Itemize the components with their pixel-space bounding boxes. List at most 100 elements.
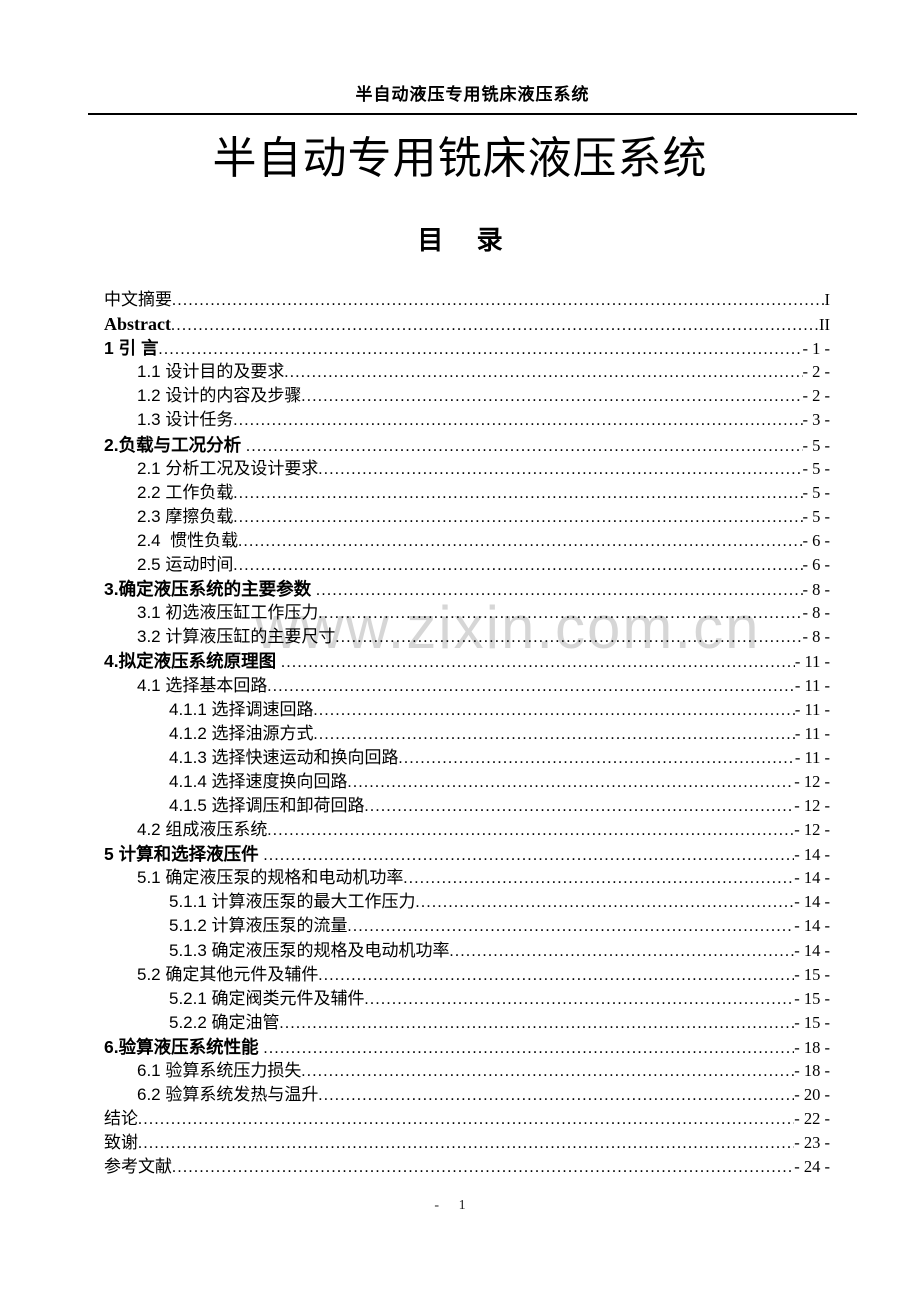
toc-dot-leader bbox=[301, 1060, 794, 1084]
toc-entry-label: 5.1 确定液压泵的规格和电动机功率 bbox=[137, 868, 404, 888]
toc-dot-leader bbox=[416, 891, 795, 915]
toc-entry-label: 1.2 设计的内容及步骤 bbox=[137, 386, 302, 406]
toc-dot-leader bbox=[318, 964, 794, 988]
toc-entry-page: - 15 - bbox=[794, 988, 830, 1008]
page-number-footer: - 1 bbox=[434, 1198, 466, 1213]
toc-entry-label: 5.1.2 计算液压泵的流量 bbox=[169, 916, 348, 936]
toc-dot-leader bbox=[158, 338, 802, 362]
toc-entry: 4.1.2 选择油源方式 - 11 - bbox=[104, 722, 830, 746]
toc-entry-page: - 18 - bbox=[794, 1061, 830, 1080]
toc-entry: 致谢 - 23 - bbox=[104, 1131, 830, 1155]
toc-entry-label: 5.1.1 计算液压泵的最大工作压力 bbox=[169, 892, 416, 912]
toc-entry-label: 6.2 验算系统发热与温升 bbox=[137, 1085, 319, 1105]
toc-entry: 1.2 设计的内容及步骤 - 2 - bbox=[104, 384, 830, 408]
toc-dot-leader bbox=[301, 385, 802, 409]
toc-entry-page: - 5 - bbox=[802, 482, 831, 502]
toc-entry-page: - 14 - bbox=[794, 892, 830, 912]
toc-dot-leader bbox=[318, 602, 802, 626]
toc-dot-leader bbox=[233, 409, 802, 433]
toc-entry: 2.3 摩擦负载 - 5 - bbox=[104, 505, 830, 529]
toc-entry-label: 结论 bbox=[104, 1109, 138, 1129]
toc-entry-label: 6.验算液压系统性能 bbox=[104, 1036, 264, 1057]
toc-dot-leader bbox=[318, 1084, 794, 1108]
toc-entry: 4.1.3 选择快速运动和换向回路 - 11 - bbox=[104, 746, 830, 770]
toc-dot-leader bbox=[314, 699, 795, 723]
toc-entry-page: - 1 - bbox=[802, 339, 831, 359]
toc-entry-page: I bbox=[824, 290, 831, 309]
running-header-title: 半自动液压专用铣床液压系统 bbox=[355, 85, 590, 104]
toc-entry-page: - 12 - bbox=[794, 820, 830, 840]
toc-entry-page: - 15 - bbox=[794, 1012, 830, 1032]
toc-entry-page: - 14 - bbox=[794, 916, 830, 936]
toc-entry-page: - 12 - bbox=[794, 795, 830, 815]
toc-dot-leader bbox=[316, 579, 803, 603]
toc-entry: 2.1 分析工况及设计要求 - 5 - bbox=[104, 457, 830, 481]
toc-entry: 6.1 验算系统压力损失 - 18 - bbox=[104, 1059, 830, 1083]
toc-entry-label: 中文摘要 bbox=[104, 290, 172, 309]
toc-dot-leader bbox=[246, 435, 803, 459]
toc-entry: 参考文献 - 24 - bbox=[104, 1155, 830, 1179]
toc-entry-label: 4.1 选择基本回路 bbox=[137, 675, 268, 695]
toc-entry-label: 3.2 计算液压缸的主要尺寸 bbox=[137, 627, 336, 647]
toc-entry-label: 参考文献 bbox=[104, 1157, 172, 1177]
toc-entry-page: - 18 - bbox=[794, 1037, 830, 1057]
toc-entry-label: 4.1.2 选择油源方式 bbox=[169, 723, 314, 743]
toc-entry-page: - 2 - bbox=[802, 386, 831, 406]
toc-entry-page: - 11 - bbox=[794, 747, 830, 767]
page-title: 半自动专用铣床液压系统 bbox=[212, 134, 708, 183]
toc-entry: 5.1 确定液压泵的规格和电动机功率 - 14 - bbox=[104, 866, 830, 890]
toc-entry-label: 5 计算和选择液压件 bbox=[104, 844, 264, 865]
toc-entry-label: 致谢 bbox=[104, 1133, 138, 1153]
toc-entry: 2.负载与工况分析 - 5 - bbox=[104, 433, 830, 457]
toc-entry: 5.2.2 确定油管 - 15 - bbox=[104, 1011, 830, 1035]
toc-dot-leader bbox=[403, 867, 794, 891]
toc-entry-page: - 14 - bbox=[794, 845, 830, 865]
toc-entry: 6.2 验算系统发热与温升 - 20 - bbox=[104, 1083, 830, 1107]
toc-dot-leader bbox=[238, 530, 802, 554]
toc-entry-page: - 11 - bbox=[794, 675, 830, 695]
toc-entry-page: - 6 - bbox=[802, 555, 831, 575]
toc-entry: 4.1.5 选择调压和卸荷回路 - 12 - bbox=[104, 794, 830, 818]
toc-dot-leader bbox=[348, 915, 795, 939]
toc-entry-label: 2.2 工作负载 bbox=[137, 482, 234, 502]
toc-entry-page: - 2 - bbox=[802, 362, 831, 382]
toc-entry: 5 计算和选择液压件 - 14 - bbox=[104, 842, 830, 866]
toc-dot-leader bbox=[171, 314, 819, 338]
toc-entry-label: 2.5 运动时间 bbox=[137, 555, 234, 575]
toc-dot-leader bbox=[318, 458, 802, 482]
toc-dot-leader bbox=[365, 795, 795, 819]
toc-entry: 2.2 工作负载 - 5 - bbox=[104, 481, 830, 505]
toc-entry-page: - 5 - bbox=[802, 458, 831, 478]
toc-entry: 4.2 组成液压系统 - 12 - bbox=[104, 818, 830, 842]
toc-dot-leader bbox=[399, 747, 795, 771]
toc-dot-leader bbox=[138, 1108, 794, 1132]
toc-entry: 1.1 设计目的及要求 - 2 - bbox=[104, 360, 830, 384]
toc-entry-page: - 15 - bbox=[794, 964, 830, 984]
toc-entry-page: - 6 - bbox=[802, 530, 831, 550]
toc-entry-page: - 3 - bbox=[802, 410, 831, 430]
toc-entry-page: - 8 - bbox=[802, 603, 831, 623]
toc-entry: 4.1 选择基本回路 - 11 - bbox=[104, 674, 830, 698]
toc-dot-leader bbox=[172, 289, 825, 313]
toc-entry-page: - 24 - bbox=[794, 1157, 830, 1177]
toc-entry: 3.确定液压系统的主要参数 - 8 - bbox=[104, 577, 830, 601]
toc-dot-leader bbox=[348, 771, 795, 795]
toc-entry: Abstract II bbox=[104, 312, 830, 336]
toc-entry-label: 5.2 确定其他元件及辅件 bbox=[137, 964, 319, 984]
toc-entry-page: - 8 - bbox=[802, 580, 831, 600]
toc-entry-label: 1 引 言 bbox=[104, 338, 159, 359]
toc-entry: 4.1.4 选择速度换向回路 - 12 - bbox=[104, 770, 830, 794]
toc-entry-page: - 11 - bbox=[794, 699, 830, 719]
toc-entry: 2.5 运动时间 - 6 - bbox=[104, 553, 830, 577]
toc-entry: 5.2.1 确定阀类元件及辅件 - 15 - bbox=[104, 987, 830, 1011]
toc-dot-leader bbox=[233, 554, 802, 578]
toc-entry: 5.1.3 确定液压泵的规格及电动机功率 - 14 - bbox=[104, 939, 830, 963]
toc-dot-leader bbox=[267, 819, 794, 843]
toc-entry-page: - 14 - bbox=[794, 868, 830, 888]
toc-entry: 5.2 确定其他元件及辅件 - 15 - bbox=[104, 963, 830, 987]
toc-entry: 结论 - 22 - bbox=[104, 1107, 830, 1131]
toc-entry-page: - 14 - bbox=[794, 940, 830, 960]
toc-dot-leader bbox=[138, 1132, 794, 1156]
toc-entry-label: 6.1 验算系统压力损失 bbox=[137, 1061, 302, 1080]
